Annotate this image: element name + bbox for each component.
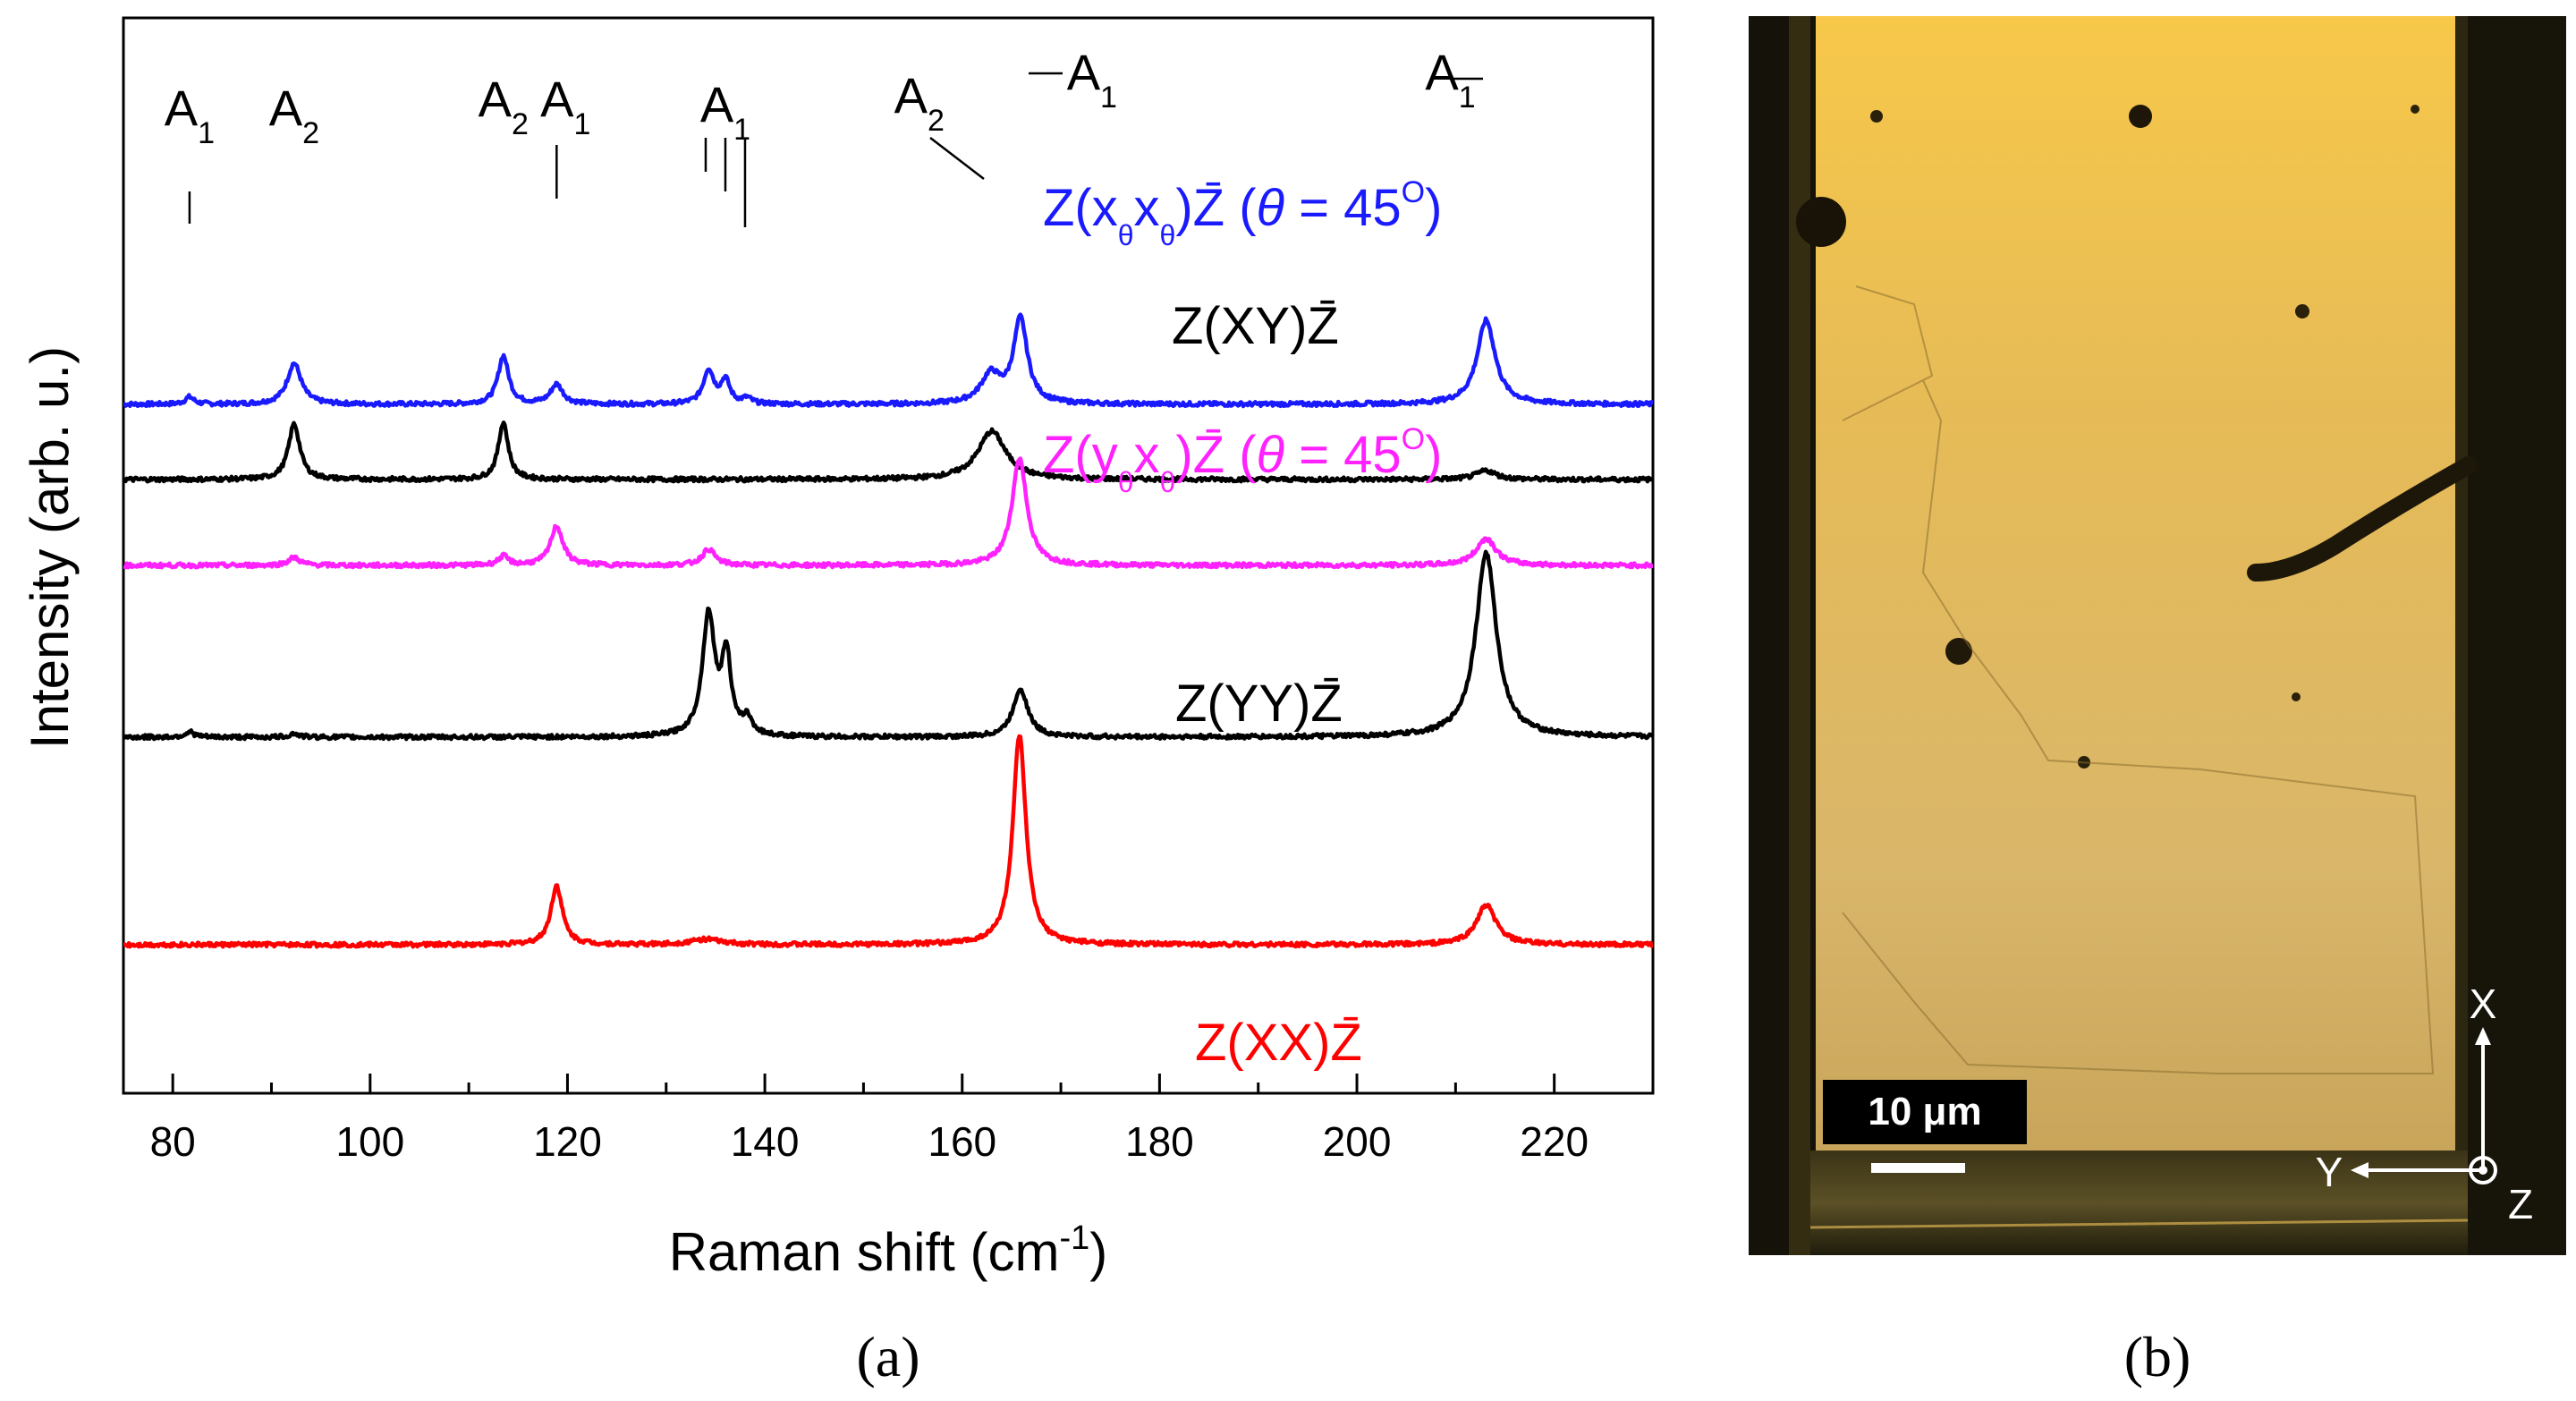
series-line-xtheta: [123, 312, 1653, 409]
z-axis-dot: [2479, 1166, 2487, 1175]
defect-spot: [2129, 105, 2152, 128]
series-label-xtheta: Z(xθxθ)Z̄ (θ = 45O): [1043, 175, 1442, 251]
scale-bar: [1871, 1163, 1965, 1173]
peak-label: A1: [1425, 44, 1475, 115]
defect-spot: [2295, 304, 2309, 318]
panel-label-b: (b): [2124, 1325, 2191, 1388]
peak-label: A2: [894, 67, 945, 138]
crystal-crack: [1842, 285, 2435, 1074]
x-tick-label: 200: [1323, 1118, 1392, 1165]
series-layer: [123, 312, 1653, 949]
y-axis-title: Intensity (arb. u.): [20, 346, 80, 749]
series-line-xx: [123, 734, 1653, 949]
bottom-bar-highlight: [1809, 1218, 2469, 1229]
peak-label: A2: [479, 71, 529, 141]
defect-spot: [2411, 105, 2419, 114]
right-edge: [2462, 16, 2566, 1255]
scale-bar-label: 10 μm: [1868, 1090, 1981, 1134]
peak-label: A1: [540, 71, 590, 141]
peak-label: A2: [269, 80, 319, 150]
microscope-image: 10 μm X Y Z (b): [1749, 16, 2566, 1388]
axis-label-y: Y: [2316, 1149, 2343, 1195]
axis-label-z: Z: [2508, 1181, 2533, 1227]
y-arrow-head: [2351, 1162, 2368, 1178]
right-edge-inner: [2455, 16, 2468, 1255]
dark-streak: [2247, 456, 2478, 582]
x-axis-title: Raman shift (cm-1): [669, 1219, 1108, 1282]
series-line-xy: [123, 420, 1653, 484]
defect-spot: [1796, 197, 1846, 247]
series-label-xx: Z(XX)Z̄: [1195, 1014, 1362, 1072]
x-tick-label: 80: [150, 1118, 196, 1165]
x-arrow-head: [2475, 1027, 2491, 1045]
series-line-yy: [123, 549, 1653, 742]
defect-spot: [2292, 692, 2301, 701]
x-tick-label: 180: [1125, 1118, 1194, 1165]
peak-marker-line: [929, 137, 985, 180]
x-tick-label: 140: [731, 1118, 800, 1165]
panel-label-a: (a): [856, 1325, 919, 1388]
x-tick-label: 220: [1520, 1118, 1589, 1165]
scale-bar-box: [1823, 1080, 2027, 1144]
series-line-ytheta: [123, 456, 1653, 570]
x-tick-label: 100: [335, 1118, 404, 1165]
series-label-yy: Z(YY)Z̄: [1175, 675, 1343, 733]
x-axis-ticks: [171, 1074, 1655, 1093]
series-label-ytheta: Z(yθxθ)Z̄ (θ = 45O): [1043, 422, 1442, 498]
x-tick-label: 120: [533, 1118, 602, 1165]
x-tick-label: 160: [928, 1118, 996, 1165]
peak-label: A1: [165, 80, 215, 150]
peak-label: A1: [1067, 44, 1117, 115]
peak-label: A1: [700, 76, 750, 147]
defect-spot: [1945, 638, 1972, 665]
z-axis-marker: [2469, 1156, 2497, 1184]
crystal-region: [1807, 16, 2462, 1151]
x-axis-tick-labels: 80 100 120 140 160 180 200 220: [150, 1118, 1589, 1165]
defect-spot: [1870, 110, 1883, 123]
series-label-xy: Z(XY)Z̄: [1172, 297, 1339, 355]
plot-frame: [122, 16, 1655, 1095]
axis-label-x: X: [2470, 981, 2497, 1027]
